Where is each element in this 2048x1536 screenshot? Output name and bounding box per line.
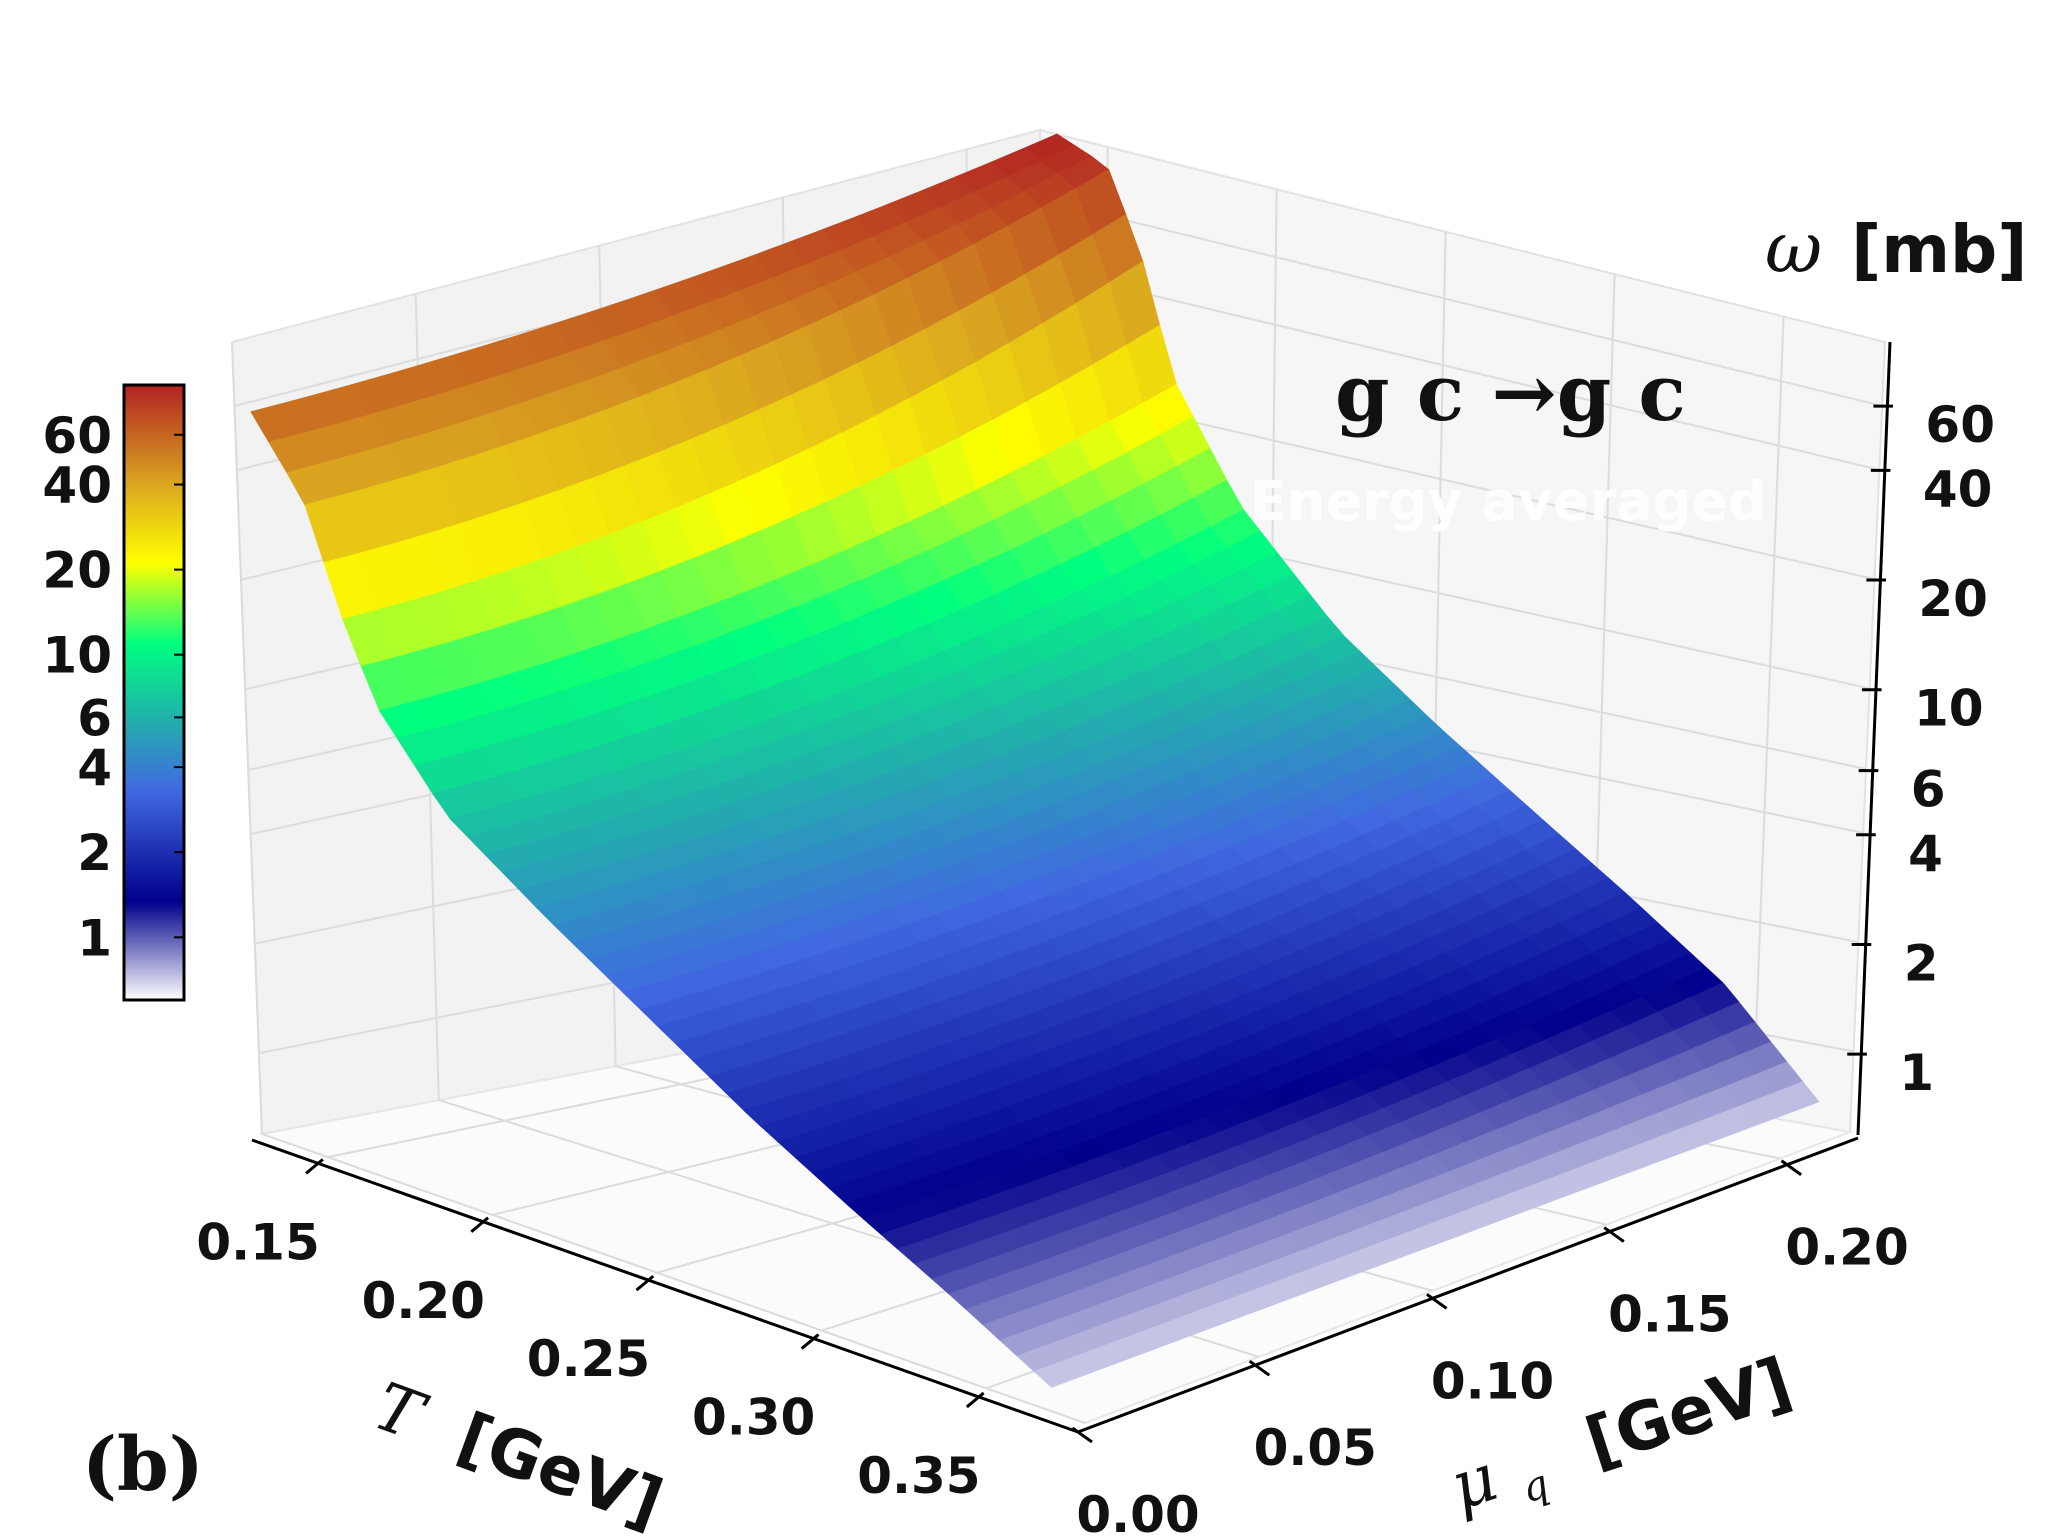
t-axis-tick-label: 0.30 (692, 1389, 815, 1447)
colorbar-tick-label: 6 (77, 689, 112, 747)
t-axis-tick-mark (470, 1216, 490, 1233)
omega-axis-tick-label: 60 (1925, 396, 1995, 454)
colorbar-tick-label: 20 (42, 542, 112, 600)
grid-line-y-floor (261, 1133, 1086, 1424)
mu-axis-line (1077, 1136, 1859, 1434)
grid-line-z-right (1039, 198, 1883, 407)
grid-line-x-wall (1751, 316, 1785, 1115)
surface-cell (1033, 1359, 1085, 1388)
mu-axis-tick-mark (1603, 1226, 1625, 1243)
panel-label: (b) (82, 1422, 204, 1508)
t-axis-tick-label: 0.25 (527, 1330, 650, 1388)
grid-line-y-wall (231, 341, 263, 1135)
omega-axis-tick-label: 4 (1908, 825, 1943, 883)
mu-axis-tick-label: 0.20 (1785, 1219, 1908, 1277)
mu-axis-tick-mark (1426, 1293, 1448, 1310)
t-axis-tick-mark (635, 1275, 655, 1292)
t-axis-tick-label: 0.20 (362, 1272, 485, 1330)
energy-averaged-annotation: Energy averaged (1250, 470, 1767, 533)
axis-lines (251, 341, 1892, 1434)
mu-axis-tick-mark (1071, 1426, 1093, 1444)
omega-axis-ticks: 1 2 4 6 10 20 40 60 (1847, 396, 1995, 1102)
omega-axis-tick-label: 2 (1904, 934, 1939, 992)
t-axis-line (251, 1138, 1079, 1434)
omega-axis-tick-label: 10 (1914, 680, 1984, 738)
surface-mesh (250, 133, 1820, 1388)
t-axis-ticks: 0.15 0.20 0.25 0.30 0.35 (196, 1158, 985, 1505)
omega-axis-tick-label: 20 (1918, 570, 1988, 628)
omega-axis-line (1856, 341, 1892, 1136)
t-axis-tick-mark (965, 1391, 985, 1409)
mu-axis-tick-label: 0.10 (1431, 1352, 1554, 1410)
mu-axis-tick-mark (1780, 1159, 1802, 1176)
t-axis-tick-label: 0.35 (857, 1447, 980, 1505)
colorbar-tick-label: 40 (42, 457, 112, 515)
omega-axis-tick-label: 1 (1899, 1044, 1934, 1102)
mu-axis-ticks: 0.00 0.05 0.10 0.15 0.20 (1071, 1159, 1909, 1536)
t-axis-tick-mark (800, 1333, 820, 1350)
colorbar-tick-label: 2 (77, 824, 112, 882)
colorbar-tick-label: 60 (42, 407, 112, 465)
omega-axis-tick-label: 40 (1923, 460, 1993, 518)
t-axis-label: T [GeV] (365, 1368, 673, 1536)
mu-axis-tick-mark (1248, 1359, 1271, 1377)
process-label: g c →g c (1335, 348, 1686, 439)
mu-axis-tick-label: 0.15 (1608, 1286, 1731, 1344)
colorbar-gradient (122, 383, 186, 1002)
grid-line-z-right (1039, 267, 1880, 471)
t-axis-tick-label: 0.15 (196, 1213, 319, 1271)
colorbar-tick-label: 4 (77, 739, 112, 797)
omega-axis-label: ω [mb] (1765, 207, 2027, 289)
t-axis-tick-mark (305, 1158, 324, 1175)
mu-axis-tick-label: 0.00 (1076, 1486, 1199, 1536)
omega-axis-tick-label: 6 (1911, 761, 1946, 819)
colorbar-tick-label: 10 (42, 627, 112, 685)
colorbar-tick-label: 1 (77, 909, 112, 967)
mu-axis-tick-label: 0.05 (1254, 1419, 1377, 1477)
